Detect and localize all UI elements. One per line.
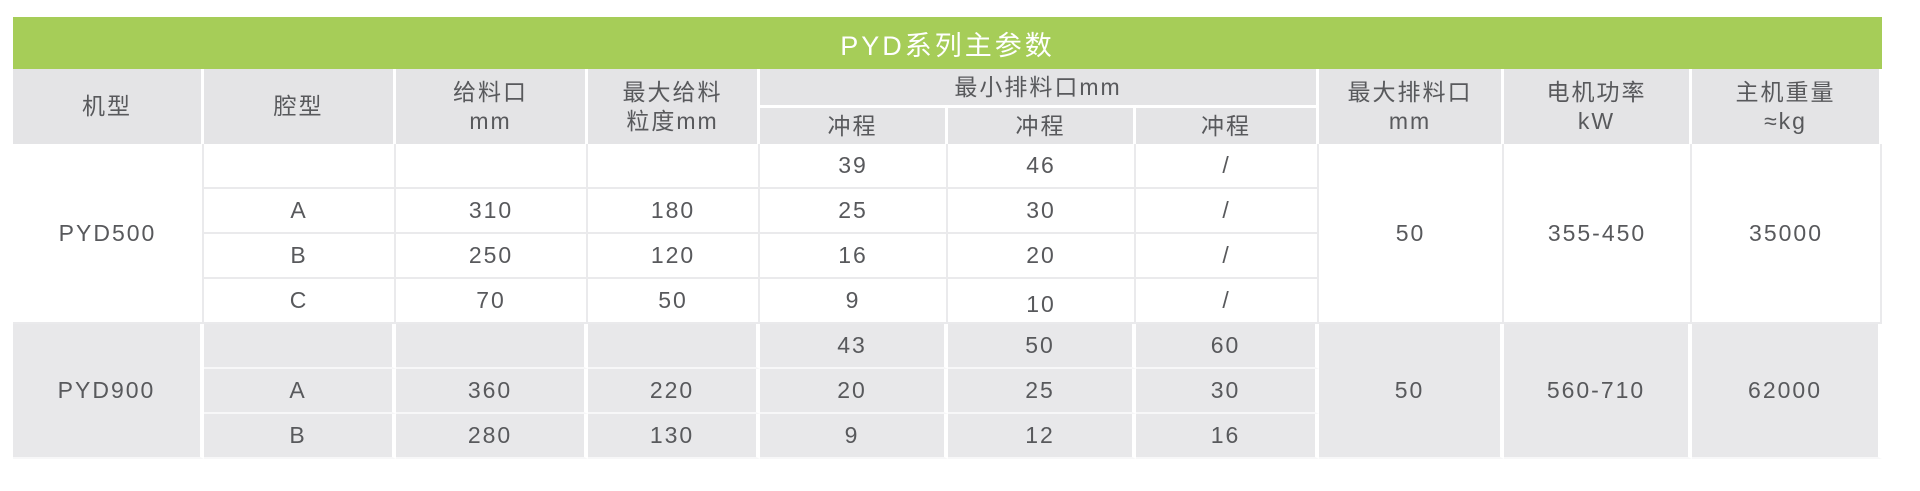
stroke-value: 10	[1026, 291, 1056, 317]
max-feed-size-cell: 130	[588, 414, 760, 459]
table-row: B 280 130 9 12 16	[13, 414, 1882, 459]
stroke-subheader-3: 冲程	[1136, 108, 1320, 144]
weight-cell: 62000	[1692, 324, 1883, 459]
stroke-cell: 10	[948, 279, 1136, 324]
feed-opening-cell: 280	[396, 414, 588, 459]
cavity-cell: A	[204, 369, 396, 414]
cavity-cell	[204, 144, 396, 189]
col-header-machine-weight-line1: 主机重量	[1735, 78, 1836, 105]
max-feed-size-cell: 120	[588, 234, 760, 279]
col-header-motor-power: 电机功率 kW	[1504, 69, 1693, 144]
stroke-cell: /	[1136, 189, 1320, 234]
stroke-subheader-2: 冲程	[948, 108, 1136, 144]
cavity-cell: A	[204, 189, 396, 234]
stroke-cell: 9	[760, 279, 948, 324]
col-header-min-discharge-group: 最小排料口mm	[760, 69, 1320, 108]
col-header-max-discharge-line2: mm	[1388, 107, 1432, 134]
stroke-cell: 12	[948, 414, 1136, 459]
feed-opening-cell	[396, 144, 588, 189]
feed-opening-cell	[396, 324, 588, 369]
feed-opening-cell: 310	[396, 189, 588, 234]
stroke-cell: 43	[760, 324, 948, 369]
stroke-cell: 30	[948, 189, 1136, 234]
stroke-cell: 39	[760, 144, 948, 189]
table-row: PYD500 39 46 / 50 355-450 35000	[13, 144, 1883, 324]
stroke-cell: 30	[1136, 369, 1320, 414]
col-header-cavity: 腔型	[204, 69, 396, 144]
max-feed-size-cell	[588, 324, 760, 369]
motor-power-cell: 355-450	[1504, 144, 1693, 324]
model-cell: PYD500	[13, 144, 204, 324]
stroke-cell: /	[1136, 234, 1320, 279]
col-header-motor-power-line2: kW	[1577, 107, 1616, 134]
table-row: C 70 50 9 10 /	[13, 279, 1882, 324]
table-row: PYD900 43 50 60 50 560-710 62000	[13, 324, 1883, 459]
col-header-feed-opening-line1: 给料口	[453, 78, 528, 105]
col-header-max-discharge: 最大排料口 mm	[1319, 69, 1505, 144]
col-header-machine-weight-line2: ≈kg	[1764, 107, 1807, 134]
stroke-cell: 25	[760, 189, 948, 234]
stroke-cell: 25	[948, 369, 1136, 414]
stroke-cell: 46	[948, 144, 1136, 189]
col-header-max-discharge-line1: 最大排料口	[1347, 78, 1473, 105]
feed-opening-cell: 360	[396, 369, 588, 414]
table-row: B 250 120 16 20 /	[13, 234, 1882, 279]
spec-table: PYD系列主参数 机型 腔型 给料口 mm 最大给料 粒度mm 最小排料口mm	[13, 17, 1883, 459]
cavity-cell: B	[204, 414, 396, 459]
weight-cell: 35000	[1692, 144, 1883, 324]
cavity-cell	[204, 324, 396, 369]
max-discharge-cell: 50	[1319, 144, 1505, 324]
parameters-table: 机型 腔型 给料口 mm 最大给料 粒度mm 最小排料口mm 最大排料口 mm …	[13, 69, 1883, 459]
col-header-max-feed-size: 最大给料 粒度mm	[588, 69, 760, 144]
feed-opening-cell: 250	[396, 234, 588, 279]
stroke-cell: 9	[760, 414, 948, 459]
header-row-1: 机型 腔型 给料口 mm 最大给料 粒度mm 最小排料口mm 最大排料口 mm …	[13, 69, 1883, 144]
stroke-cell: 16	[760, 234, 948, 279]
stroke-subheader-1: 冲程	[760, 108, 948, 144]
stroke-cell: 60	[1136, 324, 1320, 369]
table-row: A 360 220 20 25 30	[13, 369, 1882, 414]
table-title: PYD系列主参数	[13, 17, 1882, 69]
motor-power-cell: 560-710	[1504, 324, 1693, 459]
max-feed-size-cell: 220	[588, 369, 760, 414]
model-cell: PYD900	[13, 324, 204, 459]
stroke-cell: 20	[760, 369, 948, 414]
max-discharge-cell: 50	[1319, 324, 1505, 459]
col-header-max-feed-size-line2: 粒度mm	[626, 107, 719, 134]
max-feed-size-cell: 50	[588, 279, 760, 324]
cavity-cell: C	[204, 279, 396, 324]
stroke-cell: 50	[948, 324, 1136, 369]
col-header-model: 机型	[13, 69, 204, 144]
col-header-machine-weight: 主机重量 ≈kg	[1692, 69, 1883, 144]
stroke-cell: 20	[948, 234, 1136, 279]
cavity-cell: B	[204, 234, 396, 279]
feed-opening-cell: 70	[396, 279, 588, 324]
col-header-feed-opening-line2: mm	[469, 107, 512, 134]
col-header-motor-power-line1: 电机功率	[1546, 78, 1647, 105]
table-row: A 310 180 25 30 /	[13, 189, 1882, 234]
stroke-cell: 16	[1136, 414, 1320, 459]
stroke-cell: /	[1136, 144, 1320, 189]
col-header-max-feed-size-line1: 最大给料	[622, 78, 723, 105]
header-row-2: 冲程 冲程 冲程	[13, 108, 1882, 144]
col-header-feed-opening: 给料口 mm	[396, 69, 588, 144]
max-feed-size-cell: 180	[588, 189, 760, 234]
max-feed-size-cell	[588, 144, 760, 189]
stroke-cell: /	[1136, 279, 1320, 324]
